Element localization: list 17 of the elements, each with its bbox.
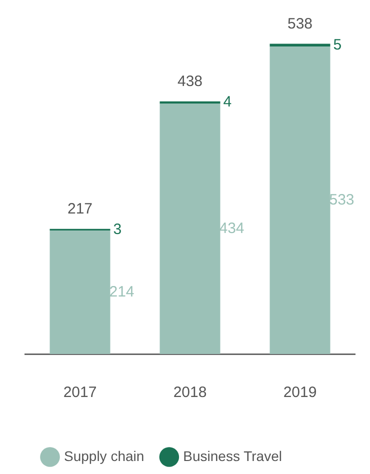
- x-tick-label: 2018: [173, 384, 207, 402]
- total-label: 538: [287, 15, 313, 32]
- total-label: 438: [177, 73, 203, 90]
- data-label: 3: [113, 220, 122, 238]
- legend-label: Business Travel: [183, 448, 282, 464]
- x-tick-label: 2019: [283, 384, 317, 402]
- data-label: 214: [109, 283, 134, 300]
- total-label: 217: [67, 200, 93, 218]
- x-tick-label: 2017: [63, 384, 97, 402]
- data-label: 533: [329, 191, 354, 208]
- bar: [160, 104, 220, 354]
- data-label: 434: [219, 220, 244, 238]
- bar: [270, 46, 330, 354]
- data-label: 5: [333, 36, 342, 54]
- bar: [50, 230, 110, 354]
- data-label: 4: [223, 94, 232, 111]
- legend-label: Supply chain: [64, 448, 144, 464]
